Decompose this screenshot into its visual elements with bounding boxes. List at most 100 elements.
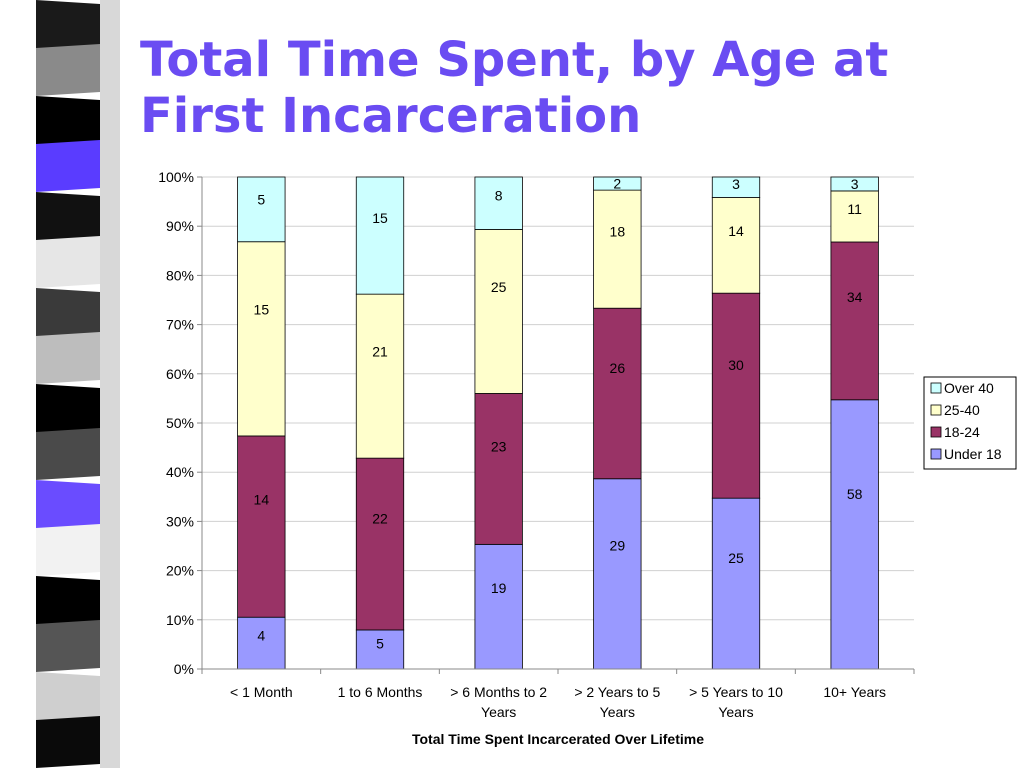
x-category-label: > 6 Months to 2 xyxy=(450,684,547,700)
legend: Over 40 25-40 18-24 Under 18 xyxy=(923,376,1017,470)
bar-segment xyxy=(474,229,523,394)
bar-segment xyxy=(711,497,761,670)
data-label: 11 xyxy=(847,201,862,217)
bar-segment xyxy=(237,176,286,243)
x-category-label: > 5 Years to 10 xyxy=(689,684,783,700)
bar-segment xyxy=(355,176,405,295)
bar-segment xyxy=(830,241,879,401)
y-tick-label: 100% xyxy=(158,169,194,185)
bar-segment xyxy=(711,292,761,499)
film-strip-band xyxy=(36,332,100,384)
film-strip-band xyxy=(36,384,100,436)
bar-segment xyxy=(474,543,523,670)
film-strip-band xyxy=(36,44,100,96)
film-strip-band xyxy=(36,672,100,724)
data-label: 29 xyxy=(610,537,626,553)
film-strip-band xyxy=(36,576,100,628)
y-tick-label: 30% xyxy=(166,513,194,529)
bar-segment xyxy=(830,399,879,670)
bar-segment xyxy=(355,629,405,670)
data-label: 58 xyxy=(847,486,863,502)
x-category-label: Years xyxy=(481,704,516,720)
bar-segment xyxy=(237,435,286,618)
film-strip-band xyxy=(36,428,100,480)
bar-segment xyxy=(711,197,761,294)
data-label: 15 xyxy=(372,210,388,226)
data-label: 25 xyxy=(728,550,744,566)
y-tick-label: 90% xyxy=(166,218,194,234)
bar-segment xyxy=(593,189,642,309)
x-category-label: 1 to 6 Months xyxy=(338,684,423,700)
slide-title-line-1: Total Time Spent, by Age at xyxy=(140,32,889,88)
axes: 0% 10% 20% 30% 40% 50% 60% 70% 80% 90% 100% < 1 Mon… xyxy=(158,169,915,720)
data-label: 5 xyxy=(257,192,265,208)
bar-segment xyxy=(355,457,405,631)
bars: 4 14 15 5 5 22 21 15 19 23 25 8 29 26 18 2 25 30 14 3 58 34 11… xyxy=(237,176,879,670)
data-label: 19 xyxy=(491,580,507,596)
data-label: 22 xyxy=(372,510,388,526)
slide-title: Total Time Spent, by Age at First Incarc… xyxy=(140,32,1000,144)
y-tick-label: 70% xyxy=(166,317,194,333)
data-label: 8 xyxy=(495,187,503,203)
bar-segment xyxy=(237,241,286,437)
x-axis-title: Total Time Spent Incarcerated Over Lifet… xyxy=(412,731,704,747)
legend-label: Under 18 xyxy=(944,446,1002,462)
y-tick-label: 0% xyxy=(174,661,194,677)
y-tick-label: 20% xyxy=(166,563,194,579)
data-label: 18 xyxy=(610,223,626,239)
x-category-label: < 1 Month xyxy=(230,684,293,700)
y-tick-label: 50% xyxy=(166,415,194,431)
film-strip-edge xyxy=(100,0,120,768)
film-strip-band xyxy=(36,288,100,340)
data-label: 3 xyxy=(732,176,740,192)
film-strip-band xyxy=(36,620,100,672)
y-tick-label: 80% xyxy=(166,267,194,283)
legend-swatch xyxy=(930,426,942,438)
legend-swatch xyxy=(930,448,942,460)
data-label: 4 xyxy=(257,627,265,643)
film-strip-band xyxy=(36,192,100,244)
legend-swatch xyxy=(930,404,942,416)
data-label: 21 xyxy=(372,344,388,360)
bar-segment xyxy=(711,176,761,198)
bar-segment xyxy=(830,176,879,192)
data-label: 14 xyxy=(254,491,270,507)
data-label: 34 xyxy=(847,289,863,305)
decorative-film-strip xyxy=(0,0,120,768)
data-label: 3 xyxy=(851,176,859,192)
y-tick-label: 10% xyxy=(166,612,194,628)
film-strip-band xyxy=(36,716,100,768)
film-strip-band xyxy=(36,140,100,192)
film-strip-band xyxy=(36,524,100,576)
data-label: 5 xyxy=(376,636,384,652)
x-category-label: > 2 Years to 5 xyxy=(574,684,660,700)
bar-segment xyxy=(355,293,405,459)
data-label: 14 xyxy=(728,223,744,239)
bar-segment xyxy=(237,616,286,670)
slide-title-line-2: First Incarceration xyxy=(140,88,642,144)
legend-label: 18-24 xyxy=(944,424,980,440)
x-category-label: Years xyxy=(600,704,635,720)
gridlines xyxy=(202,176,914,621)
film-strip-band xyxy=(36,0,100,52)
data-label: 15 xyxy=(254,302,270,318)
data-label: 25 xyxy=(491,279,507,295)
bar-segment xyxy=(474,393,523,545)
x-category-label: Years xyxy=(718,704,753,720)
film-strip-band xyxy=(36,236,100,288)
film-strip-band xyxy=(36,480,100,532)
data-label: 26 xyxy=(610,360,626,376)
data-label: 30 xyxy=(728,357,744,373)
data-label: 23 xyxy=(491,438,507,454)
bar-segment xyxy=(474,176,523,230)
y-tick-label: 60% xyxy=(166,366,194,382)
legend-swatch xyxy=(930,382,942,394)
bar-segment xyxy=(593,307,642,480)
y-tick-label: 40% xyxy=(166,464,194,480)
bar-segment xyxy=(593,478,642,670)
bar-segment xyxy=(593,176,642,191)
data-label: 2 xyxy=(613,176,621,192)
legend-label: Over 40 xyxy=(944,380,994,396)
film-strip-band xyxy=(36,96,100,148)
